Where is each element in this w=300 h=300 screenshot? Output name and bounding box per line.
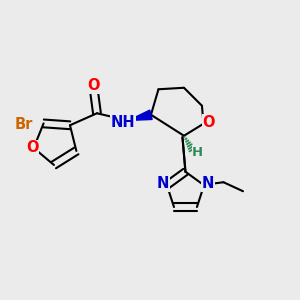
Text: O: O — [88, 78, 100, 93]
Text: NH: NH — [111, 116, 135, 130]
Text: H: H — [192, 146, 203, 159]
Text: N: N — [202, 176, 214, 191]
Text: Br: Br — [15, 117, 33, 132]
Text: O: O — [26, 140, 38, 155]
Text: N: N — [157, 176, 169, 191]
Text: O: O — [202, 115, 215, 130]
Polygon shape — [128, 110, 152, 121]
